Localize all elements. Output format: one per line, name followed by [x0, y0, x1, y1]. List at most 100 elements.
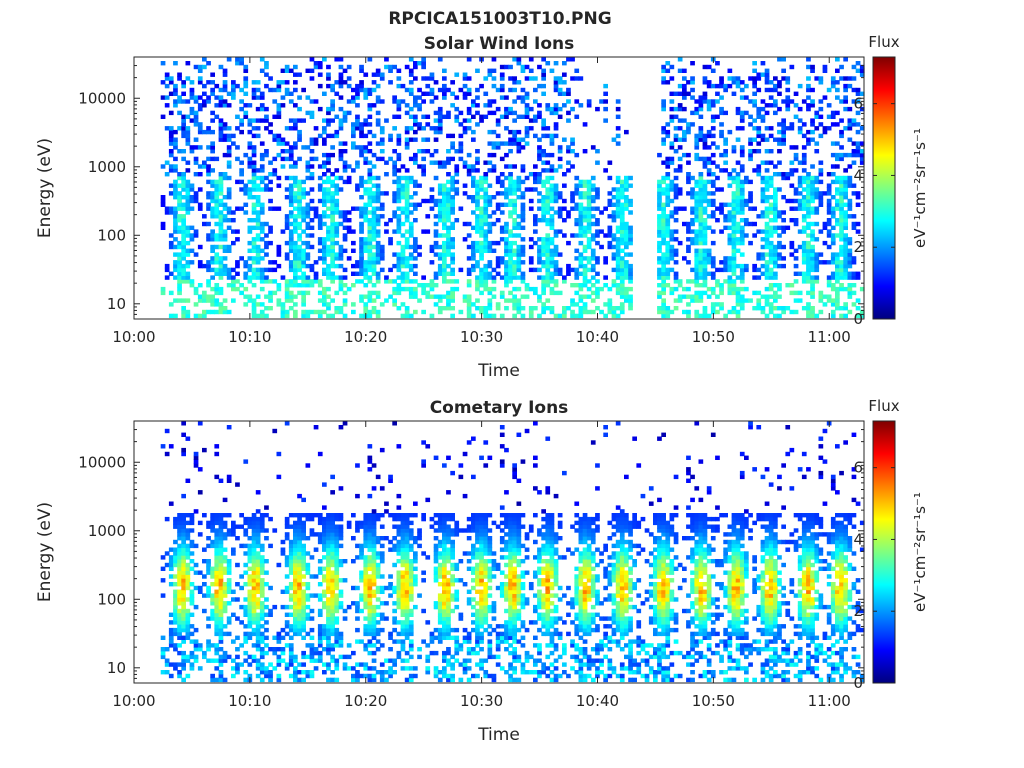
heatmap-cell: [189, 666, 195, 671]
heatmap-cell: [202, 298, 207, 303]
heatmap-cell: [177, 631, 182, 637]
heatmap-cell: [313, 260, 319, 265]
heatmap-cell: [479, 256, 484, 261]
heatmap-cell: [665, 221, 671, 227]
heatmap-cell: [206, 80, 211, 85]
heatmap-cell: [417, 126, 422, 131]
heatmap-cell: [309, 267, 315, 273]
heatmap-cell: [177, 543, 182, 549]
heatmap-cell: [239, 585, 244, 591]
heatmap-cell: [243, 528, 249, 533]
heatmap-cell: [429, 160, 435, 165]
heatmap-cell: [661, 298, 666, 303]
heatmap-cell: [657, 202, 662, 207]
heatmap-cell: [400, 286, 406, 292]
heatmap-cell: [177, 601, 182, 606]
heatmap-cell: [839, 76, 844, 81]
heatmap-cell: [181, 114, 186, 119]
heatmap-cell: [359, 179, 364, 185]
heatmap-cell: [694, 260, 700, 265]
heatmap-cell: [251, 516, 257, 522]
heatmap-cell: [243, 114, 249, 119]
heatmap-cell: [293, 240, 298, 246]
heatmap-cell: [748, 152, 753, 158]
heatmap-cell: [793, 248, 799, 253]
heatmap-cell: [595, 229, 600, 234]
heatmap-cell: [768, 271, 774, 276]
heatmap-cell: [702, 309, 708, 315]
heatmap-cell: [851, 191, 857, 196]
heatmap-cell: [566, 118, 571, 123]
heatmap-cell: [810, 179, 815, 185]
heatmap-cell: [806, 187, 811, 192]
heatmap-cell: [433, 80, 439, 85]
heatmap-cell: [450, 141, 455, 146]
heatmap-cell: [578, 233, 584, 238]
heatmap-cell: [189, 639, 195, 644]
heatmap-cell: [661, 99, 666, 104]
heatmap-cell: [777, 313, 782, 319]
heatmap-cell: [392, 164, 397, 169]
heatmap-cell: [843, 106, 848, 112]
heatmap-cell: [255, 294, 261, 299]
heatmap-cell: [694, 283, 700, 288]
heatmap-cell: [400, 221, 406, 227]
heatmap-cell: [173, 275, 178, 280]
heatmap-cell: [342, 225, 348, 230]
heatmap-cell: [259, 95, 265, 100]
heatmap-cell: [545, 106, 551, 112]
heatmap-cell: [371, 152, 377, 158]
heatmap-cell: [686, 279, 691, 284]
heatmap-cell: [524, 110, 530, 116]
heatmap-cell: [251, 91, 257, 96]
heatmap-cell: [334, 187, 340, 192]
heatmap-cell: [698, 183, 704, 188]
heatmap-cell: [504, 152, 509, 158]
heatmap-cell: [810, 306, 815, 311]
heatmap-cell: [835, 233, 840, 238]
heatmap-cell: [657, 260, 662, 265]
heatmap-cell: [255, 528, 261, 533]
heatmap-cell: [491, 240, 497, 246]
heatmap-cell: [326, 229, 331, 234]
heatmap-cell: [748, 114, 753, 119]
heatmap-cell: [764, 221, 770, 227]
heatmap-cell: [516, 137, 522, 142]
heatmap-cell: [413, 256, 418, 261]
heatmap-cell: [810, 129, 815, 135]
heatmap-cell: [843, 95, 848, 100]
heatmap-cell: [570, 191, 575, 196]
heatmap-cell: [297, 118, 302, 123]
heatmap-cell: [363, 87, 369, 93]
heatmap-cell: [777, 244, 782, 250]
heatmap-cell: [305, 240, 311, 246]
heatmap-cell: [330, 210, 335, 215]
heatmap-cell: [193, 463, 199, 468]
heatmap-cell: [619, 256, 625, 261]
heatmap-cell: [516, 195, 522, 200]
heatmap-cell: [806, 248, 811, 253]
heatmap-cell: [330, 275, 335, 280]
heatmap-cell: [367, 233, 373, 238]
heatmap-cell: [197, 643, 203, 648]
heatmap-cell: [371, 191, 377, 196]
heatmap-cell: [698, 221, 704, 227]
heatmap-cell: [661, 214, 666, 219]
heatmap-cell: [247, 559, 253, 564]
heatmap-cell: [499, 76, 505, 81]
heatmap-cell: [793, 298, 799, 303]
heatmap-cell: [516, 145, 522, 150]
heatmap-cell: [541, 160, 546, 165]
heatmap-cell: [702, 306, 708, 311]
heatmap-cell: [293, 126, 298, 131]
heatmap-cell: [710, 152, 716, 158]
heatmap-cell: [574, 114, 580, 119]
heatmap-cell: [512, 110, 517, 116]
heatmap-cell: [202, 582, 207, 587]
heatmap-cell: [657, 275, 662, 280]
heatmap-cell: [293, 283, 298, 288]
heatmap-cell: [251, 126, 257, 131]
heatmap-cell: [222, 122, 228, 127]
heatmap-cell: [731, 221, 737, 227]
heatmap-cell: [181, 493, 186, 499]
